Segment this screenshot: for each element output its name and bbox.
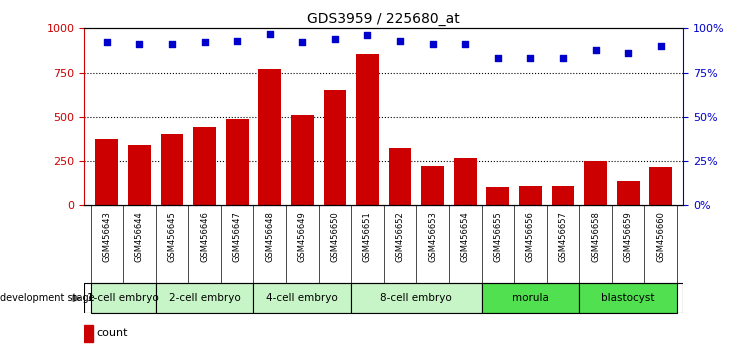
Bar [291, 115, 314, 205]
Text: GSM456654: GSM456654 [461, 212, 470, 262]
Point [134, 41, 145, 47]
Text: GSM456658: GSM456658 [591, 212, 600, 262]
Bar [96, 139, 118, 205]
Bar [128, 145, 151, 205]
Text: blastocyst: blastocyst [602, 293, 655, 303]
Bar [351, 283, 482, 313]
Text: GSM456657: GSM456657 [558, 212, 567, 262]
Text: 2-cell embryo: 2-cell embryo [169, 293, 240, 303]
Text: 8-cell embryo: 8-cell embryo [380, 293, 452, 303]
Bar [584, 161, 607, 205]
Text: count: count [96, 329, 129, 338]
Bar [579, 283, 677, 313]
Text: GSM456659: GSM456659 [624, 212, 632, 262]
Text: GSM456655: GSM456655 [493, 212, 502, 262]
Point [394, 38, 406, 44]
Point [166, 41, 178, 47]
Point [557, 56, 569, 61]
Bar [258, 69, 281, 205]
Bar [649, 167, 672, 205]
Text: GSM456645: GSM456645 [167, 212, 176, 262]
Bar [519, 186, 542, 205]
Bar [226, 119, 249, 205]
Bar [193, 127, 216, 205]
Point [622, 50, 634, 56]
Text: GSM456646: GSM456646 [200, 212, 209, 262]
Bar [486, 187, 510, 205]
Bar [356, 54, 379, 205]
Point [459, 41, 471, 47]
Bar [389, 148, 412, 205]
Point [231, 38, 243, 44]
Text: morula: morula [512, 293, 549, 303]
Text: GSM456653: GSM456653 [428, 212, 437, 262]
Point [362, 33, 374, 38]
Text: GSM456648: GSM456648 [265, 212, 274, 262]
Text: development stage: development stage [0, 293, 94, 303]
Text: GSM456660: GSM456660 [656, 212, 665, 262]
Text: GSM456647: GSM456647 [232, 212, 242, 262]
Point [427, 41, 439, 47]
Point [303, 233, 314, 238]
Text: GSM456651: GSM456651 [363, 212, 372, 262]
Point [525, 56, 537, 61]
Bar [324, 90, 346, 205]
Point [101, 40, 113, 45]
Point [199, 40, 211, 45]
Point [655, 43, 667, 49]
Bar [482, 283, 579, 313]
Point [297, 40, 308, 45]
Bar [156, 283, 254, 313]
Title: GDS3959 / 225680_at: GDS3959 / 225680_at [308, 12, 460, 26]
Point [329, 36, 341, 42]
Bar [91, 283, 156, 313]
Text: GSM456650: GSM456650 [330, 212, 339, 262]
Text: 4-cell embryo: 4-cell embryo [267, 293, 338, 303]
Bar [552, 186, 575, 205]
Point [264, 31, 276, 36]
Bar [161, 134, 183, 205]
Point [590, 47, 602, 52]
Bar [421, 166, 444, 205]
Bar [454, 159, 477, 205]
Bar [254, 283, 351, 313]
Point [492, 56, 504, 61]
Text: 1-cell embryo: 1-cell embryo [87, 293, 159, 303]
Text: GSM456649: GSM456649 [298, 212, 307, 262]
Text: GSM456643: GSM456643 [102, 212, 111, 262]
Text: GSM456644: GSM456644 [135, 212, 144, 262]
Bar [84, 325, 94, 342]
Text: GSM456656: GSM456656 [526, 212, 535, 262]
Text: GSM456652: GSM456652 [395, 212, 404, 262]
Bar [617, 181, 640, 205]
